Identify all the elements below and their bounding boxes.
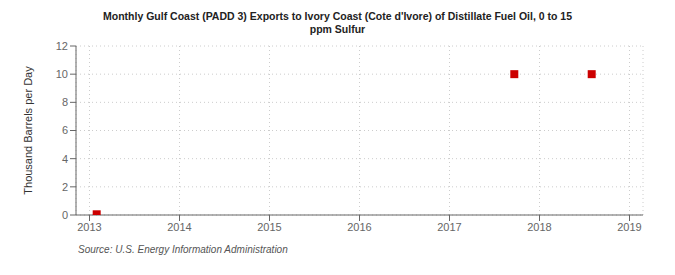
html-text:ppm Sulfur: ppm Sulfur: [309, 23, 366, 35]
html-text:Source: U.S. Energy Informatio: Source: U.S. Energy Information Administ…: [78, 244, 288, 255]
html-text:Monthly Gulf Coast (PADD 3) Ex: Monthly Gulf Coast (PADD 3) Exports to I…: [103, 10, 572, 22]
svg-text:2018: 2018: [527, 221, 551, 233]
svg-text:0: 0: [62, 209, 68, 221]
svg-text:12: 12: [56, 40, 68, 52]
svg-text:Thousand Barrels per Day: Thousand Barrels per Day: [22, 66, 34, 195]
svg-text:2014: 2014: [167, 221, 191, 233]
svg-text:10: 10: [56, 68, 68, 80]
svg-text:8: 8: [62, 96, 68, 108]
svg-text:6: 6: [62, 124, 68, 136]
svg-text:4: 4: [62, 153, 68, 165]
svg-text:2: 2: [62, 181, 68, 193]
svg-text:2013: 2013: [77, 221, 101, 233]
svg-text:2019: 2019: [617, 221, 641, 233]
svg-text:2015: 2015: [257, 221, 281, 233]
svg-text:2016: 2016: [347, 221, 371, 233]
svg-text:2017: 2017: [437, 221, 461, 233]
